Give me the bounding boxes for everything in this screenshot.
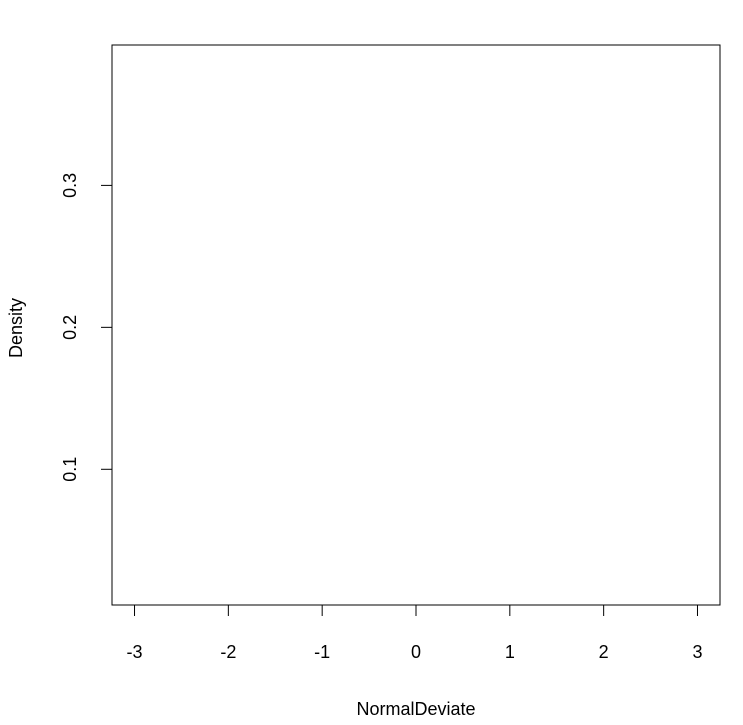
x-tick-label: 1 — [505, 642, 515, 662]
y-tick-label: 0.3 — [60, 173, 80, 198]
x-tick-label: -2 — [220, 642, 236, 662]
plot-box — [111, 44, 721, 606]
y-tick-label: 0.2 — [60, 315, 80, 340]
x-tick-label: 0 — [411, 642, 421, 662]
x-tick-label: -3 — [127, 642, 143, 662]
x-tick-label: -1 — [314, 642, 330, 662]
x-tick-label: 2 — [599, 642, 609, 662]
y-axis-label: Density — [6, 298, 26, 358]
x-axis-label: NormalDeviate — [356, 699, 475, 719]
y-tick-label: 0.1 — [60, 457, 80, 482]
x-tick-label: 3 — [692, 642, 702, 662]
